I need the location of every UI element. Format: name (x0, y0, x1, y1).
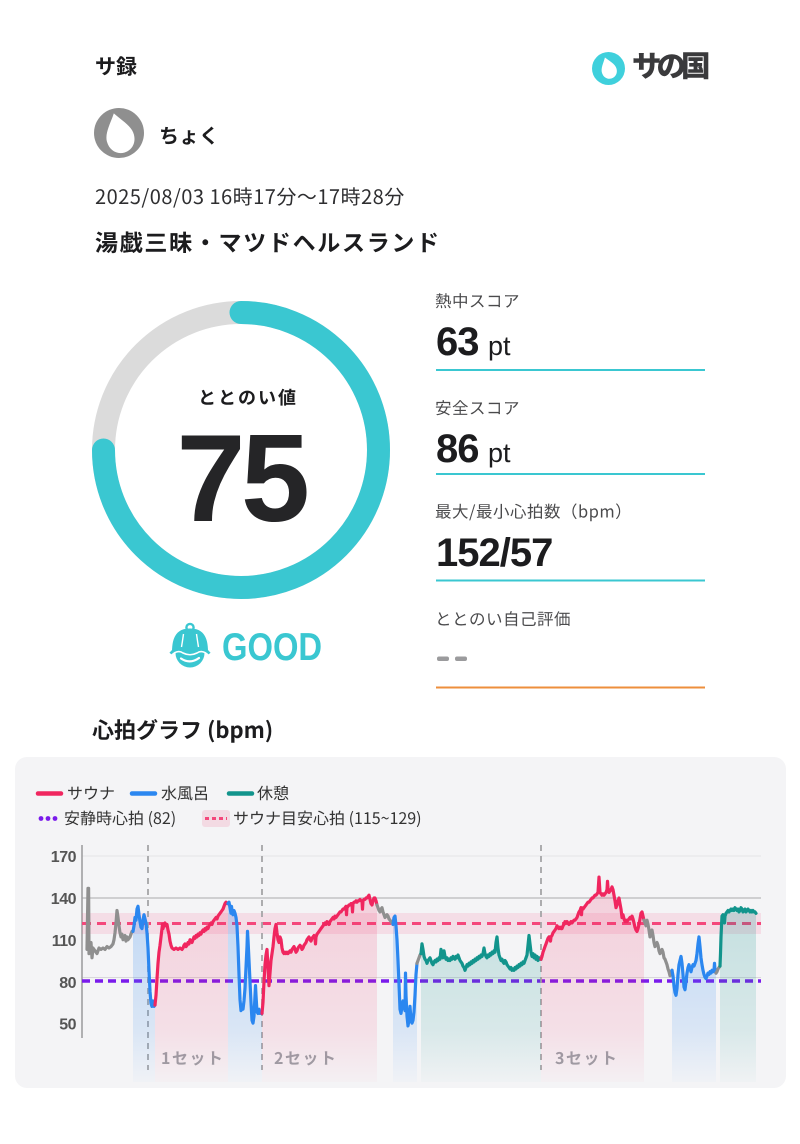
svg-text:80: 80 (59, 975, 76, 992)
svg-text:152/57: 152/57 (436, 531, 552, 575)
svg-text:75: 75 (177, 410, 307, 548)
svg-text:110: 110 (52, 933, 77, 950)
svg-text:pt: pt (488, 331, 511, 361)
svg-text:170: 170 (51, 849, 77, 866)
svg-text:pt: pt (488, 438, 511, 468)
svg-text:140: 140 (51, 891, 77, 908)
svg-text:50: 50 (59, 1017, 76, 1034)
svg-text:63: 63 (436, 320, 479, 364)
svg-text:86: 86 (436, 427, 479, 471)
svg-text:GOOD: GOOD (222, 624, 322, 668)
